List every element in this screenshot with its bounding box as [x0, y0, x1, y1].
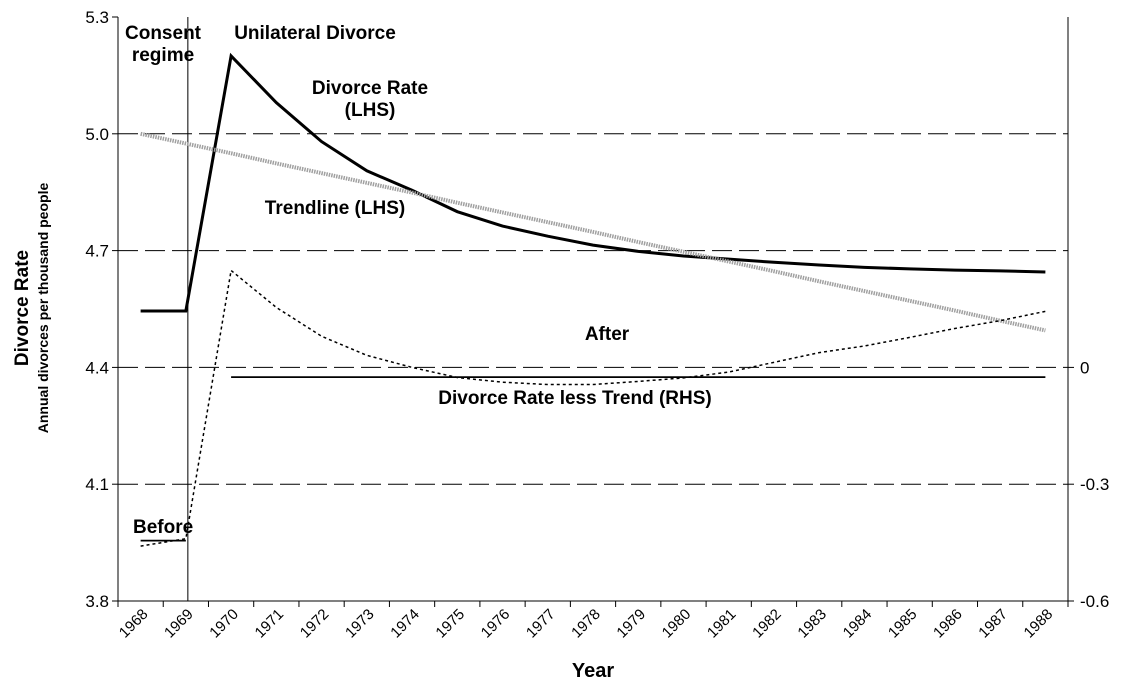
y-axis-subtitle: Annual divorces per thousand people — [35, 183, 51, 434]
y-tick-label: 5.3 — [85, 8, 109, 27]
y-tick-label: 5.0 — [85, 125, 109, 144]
annotation: Divorce Rate (LHS) — [312, 78, 428, 121]
y-tick-label: 4.4 — [85, 358, 109, 377]
y2-tick-label: -0.3 — [1080, 475, 1109, 494]
x-tick-label: 1988 — [1021, 606, 1057, 642]
x-tick-label: 1972 — [297, 606, 333, 642]
x-tick-label: 1974 — [387, 606, 423, 642]
annotation: Trendline (LHS) — [265, 198, 405, 219]
x-tick-label: 1968 — [116, 606, 152, 642]
y-tick-label: 3.8 — [85, 592, 109, 611]
annotation: After — [585, 324, 630, 345]
x-tick-label: 1985 — [885, 606, 921, 642]
series-line — [140, 52, 1046, 313]
x-tick-label: 1981 — [704, 606, 740, 642]
annotation: Consent regime — [125, 23, 202, 66]
x-tick-label: 1979 — [613, 606, 649, 642]
x-tick-label: 1969 — [161, 606, 197, 642]
y-tick-label: 4.7 — [85, 242, 109, 261]
x-tick-label: 1977 — [523, 606, 559, 642]
annotation: Divorce Rate less Trend (RHS) — [438, 388, 711, 409]
series-line — [140, 269, 1046, 547]
y-axis-title: Divorce Rate — [12, 250, 33, 366]
x-tick-label: 1976 — [478, 606, 514, 642]
x-tick-label: 1986 — [930, 606, 966, 642]
series-line — [140, 131, 1046, 333]
y-tick-label: 4.1 — [85, 475, 109, 494]
x-tick-label: 1970 — [206, 606, 242, 642]
x-tick-label: 1975 — [432, 606, 468, 642]
x-tick-label: 1983 — [794, 606, 830, 642]
annotation: Before — [133, 517, 193, 538]
x-tick-label: 1973 — [342, 606, 378, 642]
x-tick-label: 1987 — [975, 606, 1011, 642]
annotation: Unilateral Divorce — [234, 23, 396, 44]
y2-tick-label: 0 — [1080, 358, 1089, 377]
x-axis-title: Year — [572, 660, 614, 682]
x-tick-label: 1971 — [252, 606, 288, 642]
x-tick-label: 1980 — [659, 606, 695, 642]
x-tick-label: 1978 — [568, 606, 604, 642]
x-tick-label: 1984 — [840, 606, 876, 642]
x-tick-label: 1982 — [749, 606, 785, 642]
y2-tick-label: -0.6 — [1080, 592, 1109, 611]
